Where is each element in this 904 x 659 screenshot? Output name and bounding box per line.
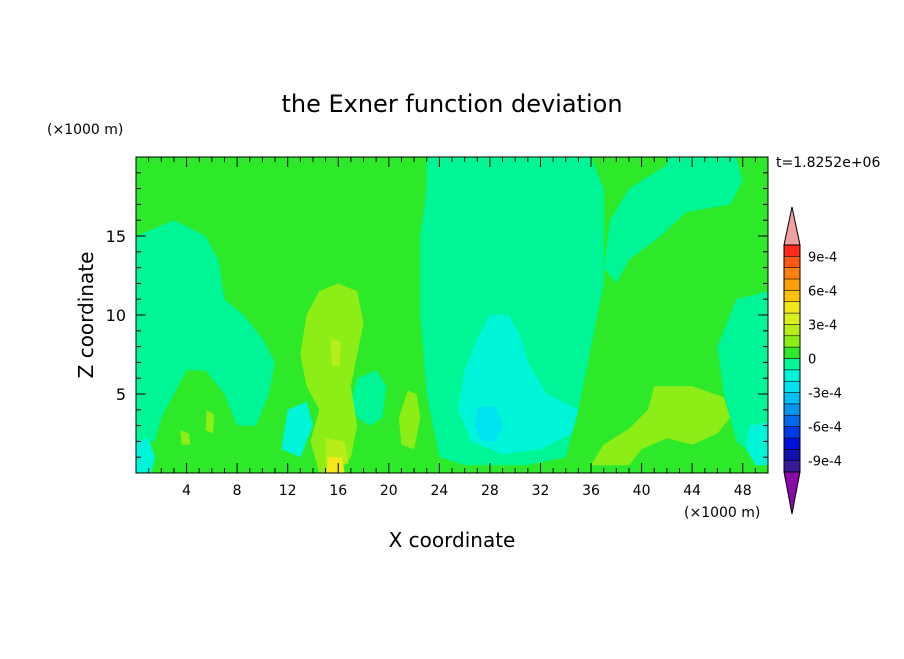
x-tick-label: 24 <box>430 483 448 499</box>
colorbar: 9e-4 6e-4 3e-4 0 -3e-4 -6e-4 -9e-4 <box>783 206 842 515</box>
contour-region <box>325 457 345 473</box>
contour-region <box>136 438 155 473</box>
colorbar-swatch <box>784 369 800 382</box>
colorbar-swatch <box>784 437 800 450</box>
x-tick-label: 40 <box>633 483 651 499</box>
colorbar-label: -6e-4 <box>808 421 842 436</box>
contour-region <box>350 370 387 426</box>
contour-region <box>746 422 768 466</box>
colorbar-swatch <box>784 324 800 336</box>
colorbar-swatch <box>784 392 800 404</box>
colorbar-swatch <box>784 449 800 461</box>
x-axis-ticks: 4 8 12 16 20 24 28 32 36 40 44 48 <box>148 157 756 499</box>
colorbar-swatch <box>784 279 800 291</box>
colorbar-over-triangle <box>783 206 801 246</box>
colorbar-swatch <box>784 290 800 302</box>
colorbar-swatch <box>784 267 800 280</box>
x-tick-label: 32 <box>532 483 550 499</box>
colorbar-label: 0 <box>808 353 816 368</box>
contour-region <box>281 401 313 458</box>
contour-region <box>205 409 215 434</box>
x-tick-label: 28 <box>481 483 499 499</box>
colorbar-label: -3e-4 <box>808 387 842 402</box>
x-tick-label: 48 <box>734 483 752 499</box>
colorbar-swatch <box>784 245 800 257</box>
x-tick-label: 12 <box>279 483 297 499</box>
x-axis-label: X coordinate <box>389 528 516 552</box>
colorbar-swatch <box>784 381 800 393</box>
contour-region <box>603 157 743 284</box>
colorbar-swatch <box>784 358 800 370</box>
x-tick-label: 4 <box>182 483 191 499</box>
colorbar-under-triangle <box>783 471 801 515</box>
colorbar-swatch <box>784 256 800 268</box>
contour-region <box>180 430 191 445</box>
colorbar-swatch <box>784 415 800 427</box>
contour-region <box>717 291 768 458</box>
time-label: t=1.8252e+06 <box>776 155 880 171</box>
colorbar-swatch <box>784 347 800 359</box>
x-tick-label: 36 <box>582 483 600 499</box>
colorbar-label: 6e-4 <box>808 284 837 299</box>
colorbar-swatch <box>784 335 800 348</box>
x-axis-unit: (×1000 m) <box>684 505 760 521</box>
x-tick-label: 8 <box>233 483 242 499</box>
contour-region <box>330 338 341 366</box>
y-tick-label: 10 <box>106 306 126 325</box>
contour-region <box>591 386 731 466</box>
colorbar-swatch <box>784 403 800 416</box>
contour-region <box>398 390 421 450</box>
contour-region <box>136 220 275 442</box>
plot-area <box>135 156 769 474</box>
colorbar-swatch <box>784 426 800 438</box>
y-axis-ticks: 5 10 15 <box>106 172 768 458</box>
x-tick-label: 16 <box>329 483 347 499</box>
colorbar-label: -9e-4 <box>808 455 842 470</box>
colorbar-swatch <box>784 460 800 472</box>
contour-region <box>474 406 503 442</box>
contour-region <box>325 438 349 464</box>
contour-region <box>300 283 364 473</box>
x-tick-label: 44 <box>683 483 701 499</box>
chart-title: the Exner function deviation <box>281 90 622 118</box>
y-tick-label: 5 <box>116 385 126 404</box>
y-axis-unit: (×1000 m) <box>47 122 123 138</box>
colorbar-label: 9e-4 <box>808 250 837 265</box>
colorbar-swatch <box>784 301 800 314</box>
y-tick-label: 15 <box>106 227 126 246</box>
colorbar-label: 3e-4 <box>808 318 837 333</box>
y-axis-label: Z coordinate <box>74 252 98 379</box>
colorbar-swatch <box>784 313 800 325</box>
x-tick-label: 20 <box>380 483 398 499</box>
